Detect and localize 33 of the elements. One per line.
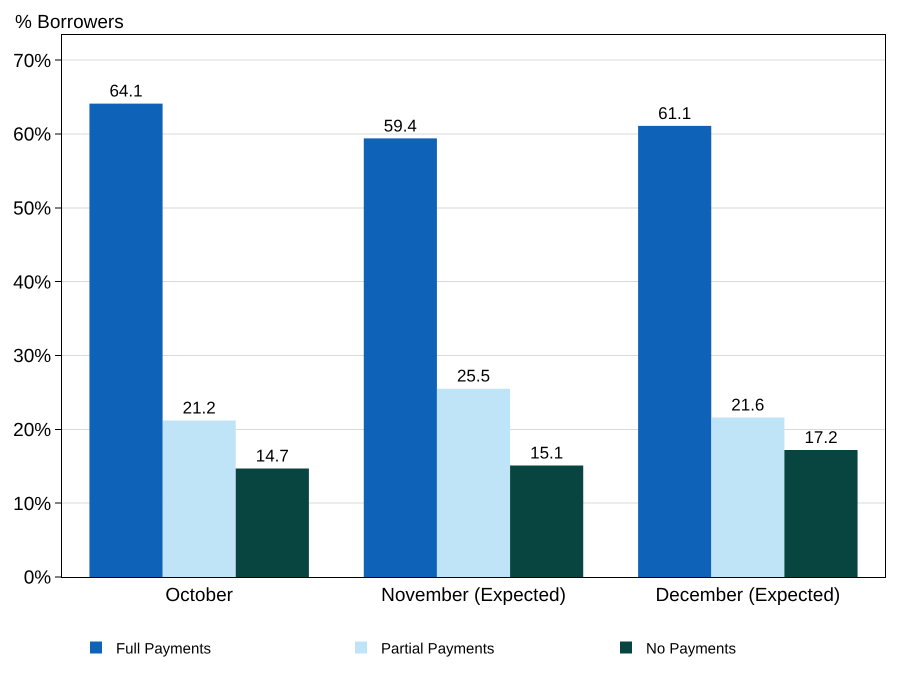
data-label: 21.6 [731,396,764,414]
data-label: 25.5 [456,366,490,386]
x-tick-label: October [165,584,234,606]
bar [711,418,784,577]
bar [510,466,584,577]
bar [236,468,309,577]
legend-label: Full Payments [116,640,212,658]
y-tick-label: 10% [13,494,52,515]
y-tick-label: 0% [24,568,52,589]
bar [89,104,163,577]
bar [638,126,712,577]
data-label: 61.1 [658,104,692,123]
data-label: 15.1 [530,444,564,462]
y-tick-label: 40% [13,272,52,294]
legend-label: Partial Payments [381,640,494,658]
bar [162,420,236,577]
y-tick-label: 70% [13,50,52,72]
bar [784,450,858,577]
data-label: 21.2 [182,398,216,418]
x-tick-label: December (Expected) [655,584,840,606]
y-tick-label: 20% [13,420,52,441]
data-label: 17.2 [804,428,838,447]
y-tick-label: 50% [13,198,52,220]
bar [364,138,437,577]
y-axis-title: % Borrowers [15,12,124,33]
data-label: 59.4 [384,116,417,136]
y-tick-label: 60% [13,124,52,146]
data-label: 64.1 [109,82,143,101]
bar [436,388,510,577]
y-tick-label: 30% [13,346,52,368]
x-tick-label: November (Expected) [381,584,566,606]
data-label: 14.7 [256,446,289,466]
legend-label: No Payments [646,640,736,658]
